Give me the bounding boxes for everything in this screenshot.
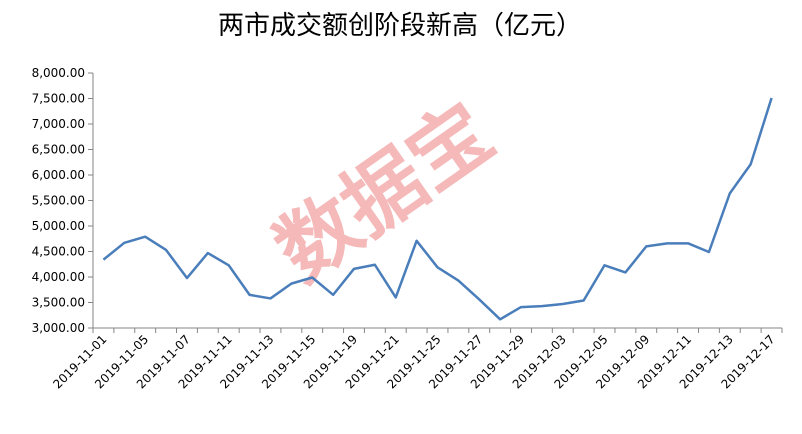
watermark: 数据宝 <box>259 86 509 300</box>
y-tick-label: 7,500.00 <box>32 92 85 106</box>
y-tick-label: 5,000.00 <box>32 219 85 233</box>
y-tick-label: 6,000.00 <box>32 168 85 182</box>
chart-title: 两市成交额创阶段新高（亿元） <box>218 11 582 41</box>
y-tick-label: 4,000.00 <box>32 270 85 284</box>
y-tick-label: 6,500.00 <box>32 143 85 157</box>
y-tick-label: 5,500.00 <box>32 194 85 208</box>
y-tick-label: 8,000.00 <box>32 66 85 80</box>
data-line <box>102 97 773 321</box>
y-tick-label: 4,500.00 <box>32 245 85 259</box>
y-tick-label: 7,000.00 <box>32 117 85 131</box>
y-tick-label: 3,000.00 <box>32 321 85 335</box>
y-tick-label: 3,500.00 <box>32 296 85 310</box>
